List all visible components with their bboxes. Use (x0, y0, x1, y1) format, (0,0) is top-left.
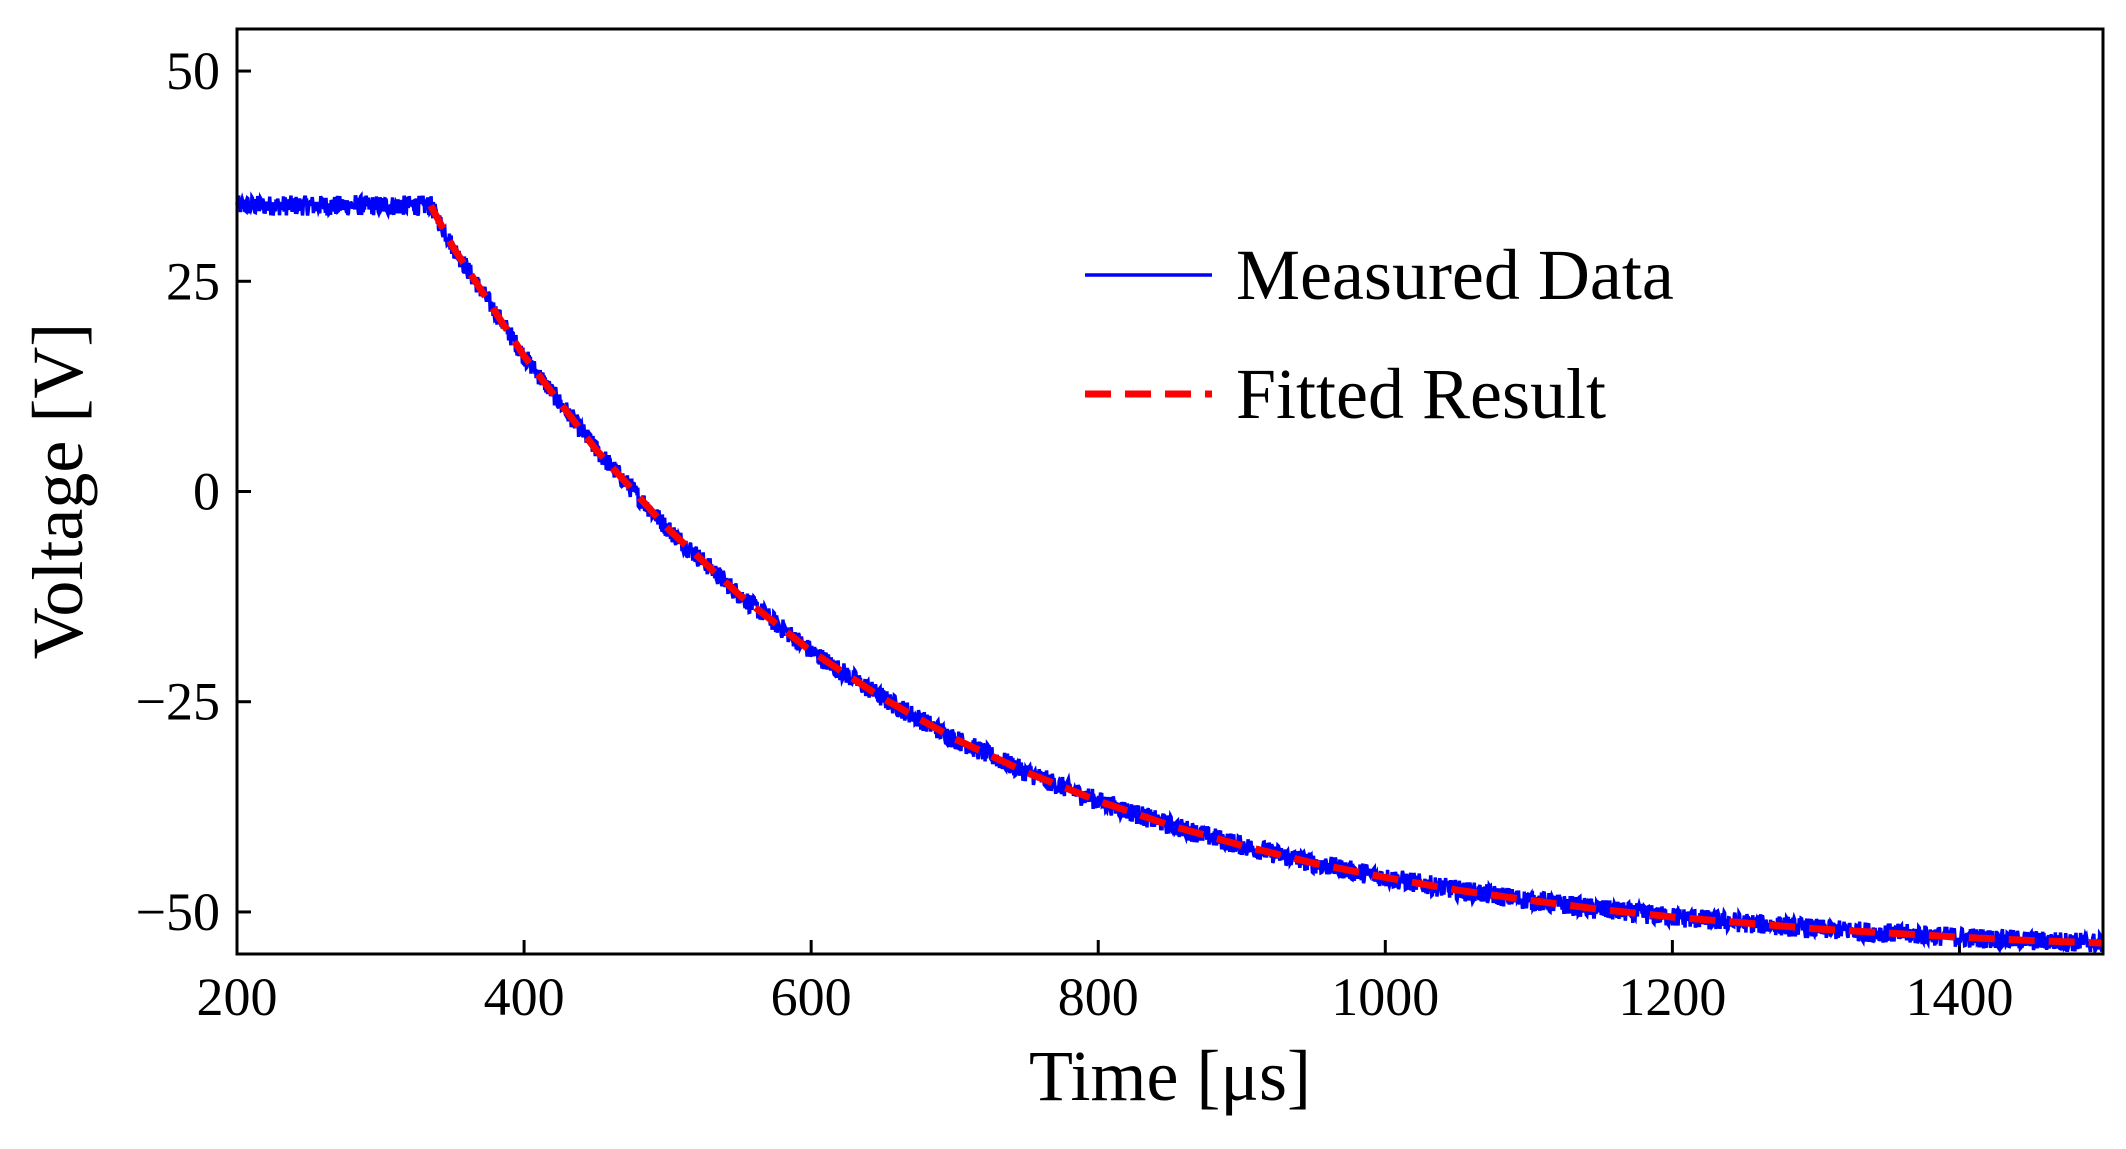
axis-ticks: 200 400 600 800 1000 1200 1400 50 25 0 −25 −50 (136, 41, 2014, 1027)
y-tick-label: −50 (136, 882, 220, 942)
legend: Measured Data Fitted Result (1085, 235, 1674, 434)
series-line-fitted-result (427, 203, 2102, 947)
x-tick-label: 800 (1058, 967, 1139, 1027)
x-tick-label: 1200 (1618, 967, 1726, 1027)
x-tick-label: 600 (771, 967, 852, 1027)
y-tick-label: −25 (136, 672, 220, 732)
legend-label: Measured Data (1236, 235, 1674, 315)
y-tick-label: 25 (166, 251, 220, 311)
x-tick-label: 400 (484, 967, 565, 1027)
plot-frame (235, 27, 2105, 956)
x-tick-label: 1000 (1331, 967, 1439, 1027)
legend-label: Fitted Result (1236, 354, 1606, 434)
y-tick-label: 0 (193, 462, 220, 522)
x-axis-label: Time [μs] (1029, 1036, 1311, 1116)
y-tick-label: 50 (166, 41, 220, 101)
x-tick-label: 200 (197, 967, 278, 1027)
y-axis-label: Voltage [V] (18, 323, 98, 660)
series-layer (235, 190, 2105, 956)
x-tick-label: 1400 (1905, 967, 2013, 1027)
